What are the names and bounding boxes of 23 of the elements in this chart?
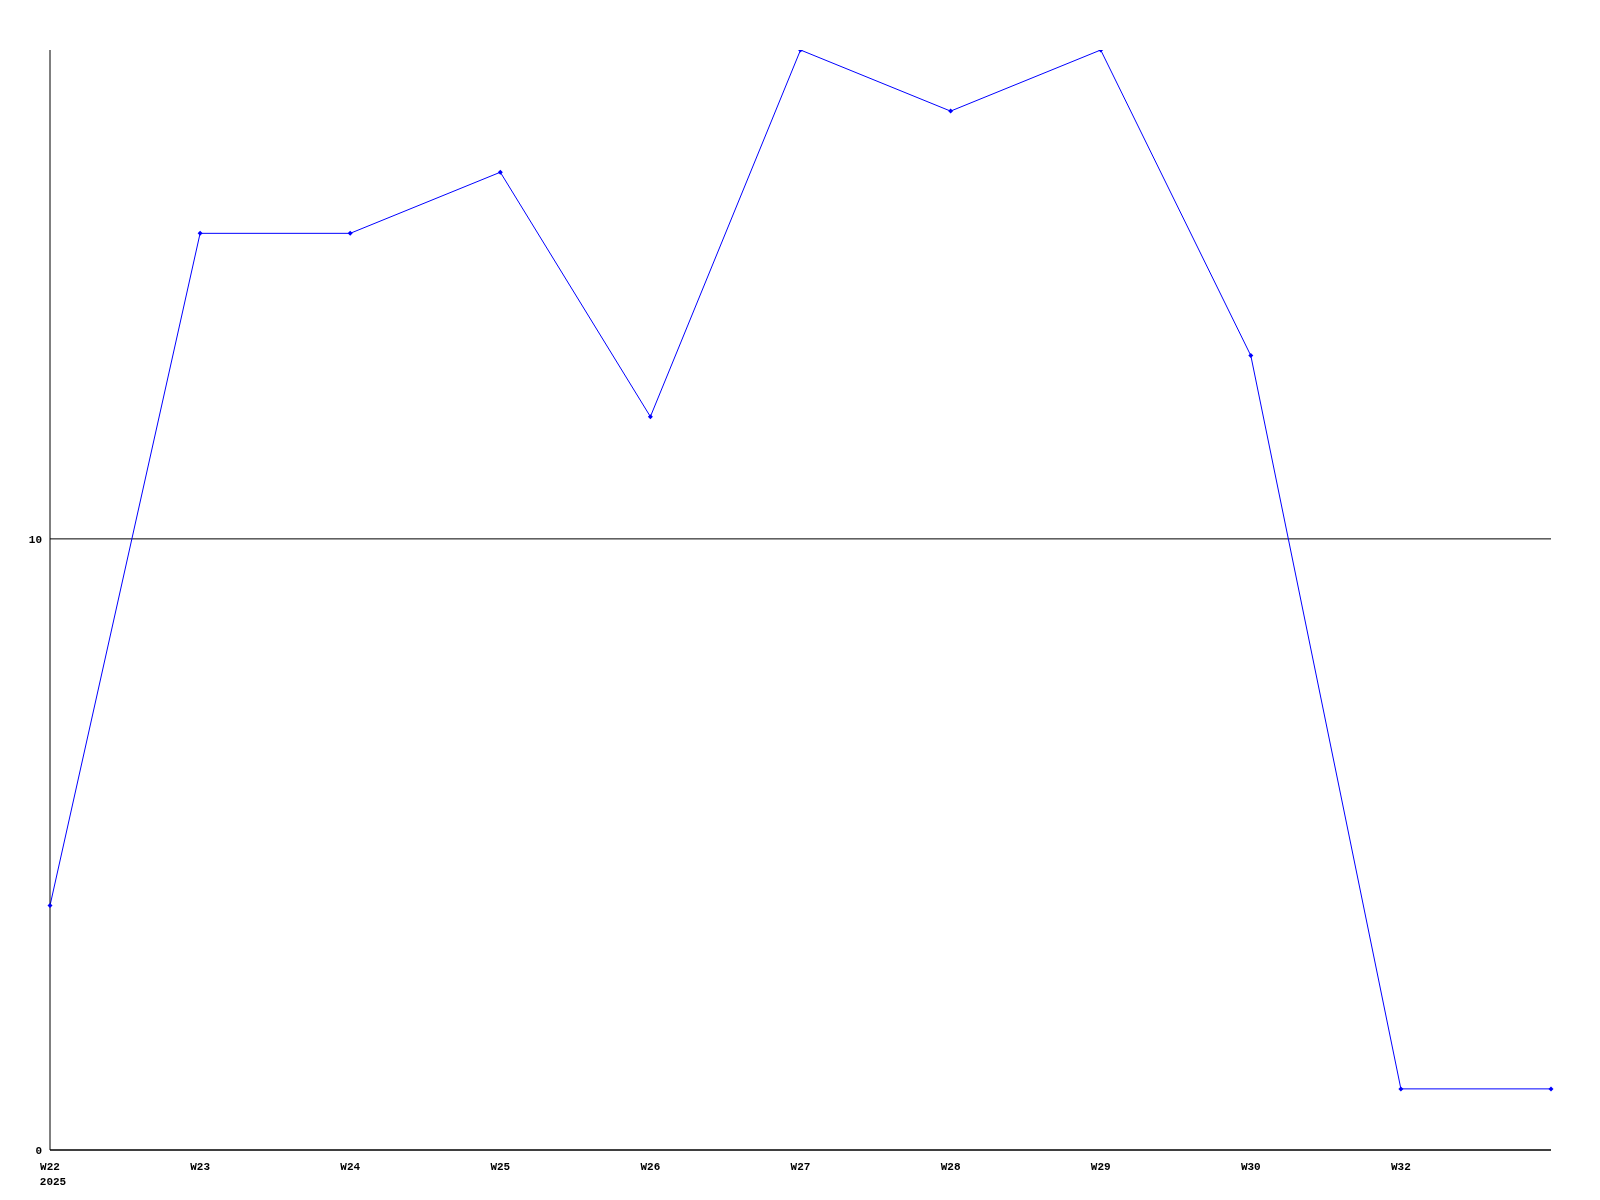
- y-tick-label: 0: [35, 1144, 42, 1157]
- text: 2025: [39, 1176, 67, 1188]
- y-tick-label: 10: [28, 533, 42, 546]
- x-tick-label: W26: [640, 1161, 661, 1173]
- point: [1248, 353, 1254, 359]
- x-tick-label: W30: [1240, 1161, 1261, 1173]
- point: [948, 108, 954, 114]
- point: [347, 230, 353, 236]
- x-tick-label: W22: [40, 1161, 60, 1173]
- point: [798, 50, 803, 53]
- x-tick-label: W25: [490, 1161, 511, 1173]
- x-tick-label: W29: [1090, 1161, 1111, 1173]
- point: [647, 414, 653, 420]
- point: [497, 169, 503, 175]
- x-tick-label: W27: [790, 1161, 811, 1173]
- x-tick-label: W28: [940, 1161, 961, 1173]
- point: [1398, 1086, 1404, 1092]
- x-tick-label: W23: [190, 1161, 211, 1173]
- x-tick-label: W32: [1390, 1161, 1411, 1173]
- point: [197, 230, 203, 236]
- point: [1548, 1086, 1554, 1092]
- x-tick-label: W24: [340, 1161, 361, 1173]
- point: [47, 903, 53, 909]
